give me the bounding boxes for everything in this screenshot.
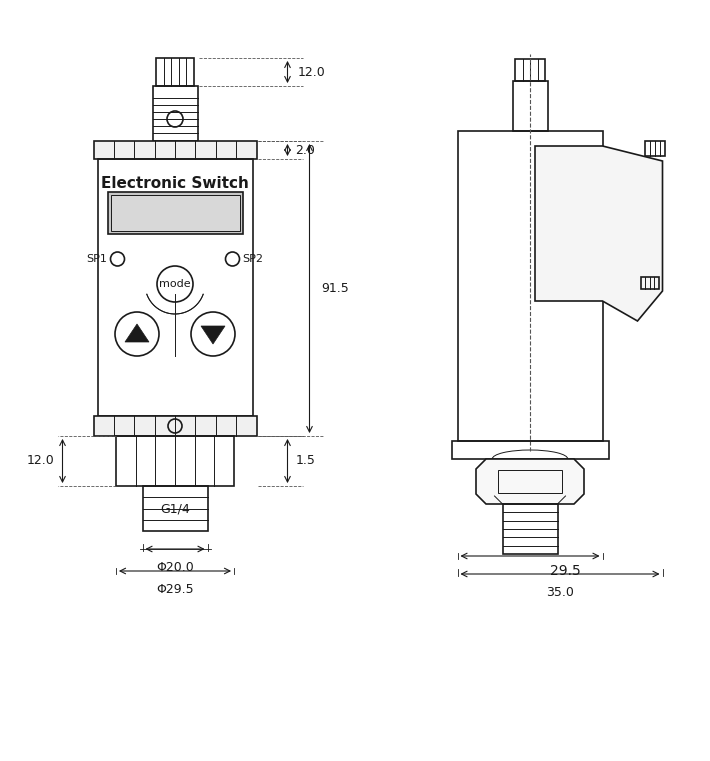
Text: 91.5: 91.5: [322, 282, 349, 295]
Text: 12.0: 12.0: [27, 454, 55, 467]
Text: 29.5: 29.5: [550, 564, 581, 578]
Bar: [94, 416, 256, 436]
Text: Φ29.5: Φ29.5: [156, 583, 194, 596]
Bar: [156, 58, 194, 86]
Bar: [513, 81, 547, 131]
Bar: [503, 504, 557, 554]
Bar: [515, 59, 545, 81]
Bar: [498, 470, 562, 493]
Bar: [97, 159, 253, 416]
Text: SP1: SP1: [87, 254, 107, 264]
Bar: [107, 192, 243, 234]
Text: 12.0: 12.0: [297, 65, 325, 78]
Bar: [452, 441, 608, 459]
Text: Electronic Switch: Electronic Switch: [101, 177, 249, 192]
Polygon shape: [535, 146, 662, 321]
Text: Φ20.0: Φ20.0: [156, 561, 194, 574]
Polygon shape: [125, 324, 149, 342]
Text: mode: mode: [159, 279, 191, 289]
Bar: [94, 141, 256, 159]
Bar: [645, 141, 665, 156]
Text: SP2: SP2: [243, 254, 263, 264]
Text: 2.0: 2.0: [295, 144, 315, 157]
Text: 35.0: 35.0: [546, 586, 574, 599]
Bar: [111, 195, 239, 231]
Bar: [153, 86, 197, 141]
Bar: [143, 486, 207, 531]
Bar: [457, 131, 603, 441]
Bar: [640, 277, 658, 289]
Text: G1/4: G1/4: [160, 502, 190, 515]
Polygon shape: [201, 326, 225, 344]
Text: 1.5: 1.5: [295, 454, 315, 467]
Polygon shape: [476, 459, 584, 504]
Bar: [116, 436, 234, 486]
